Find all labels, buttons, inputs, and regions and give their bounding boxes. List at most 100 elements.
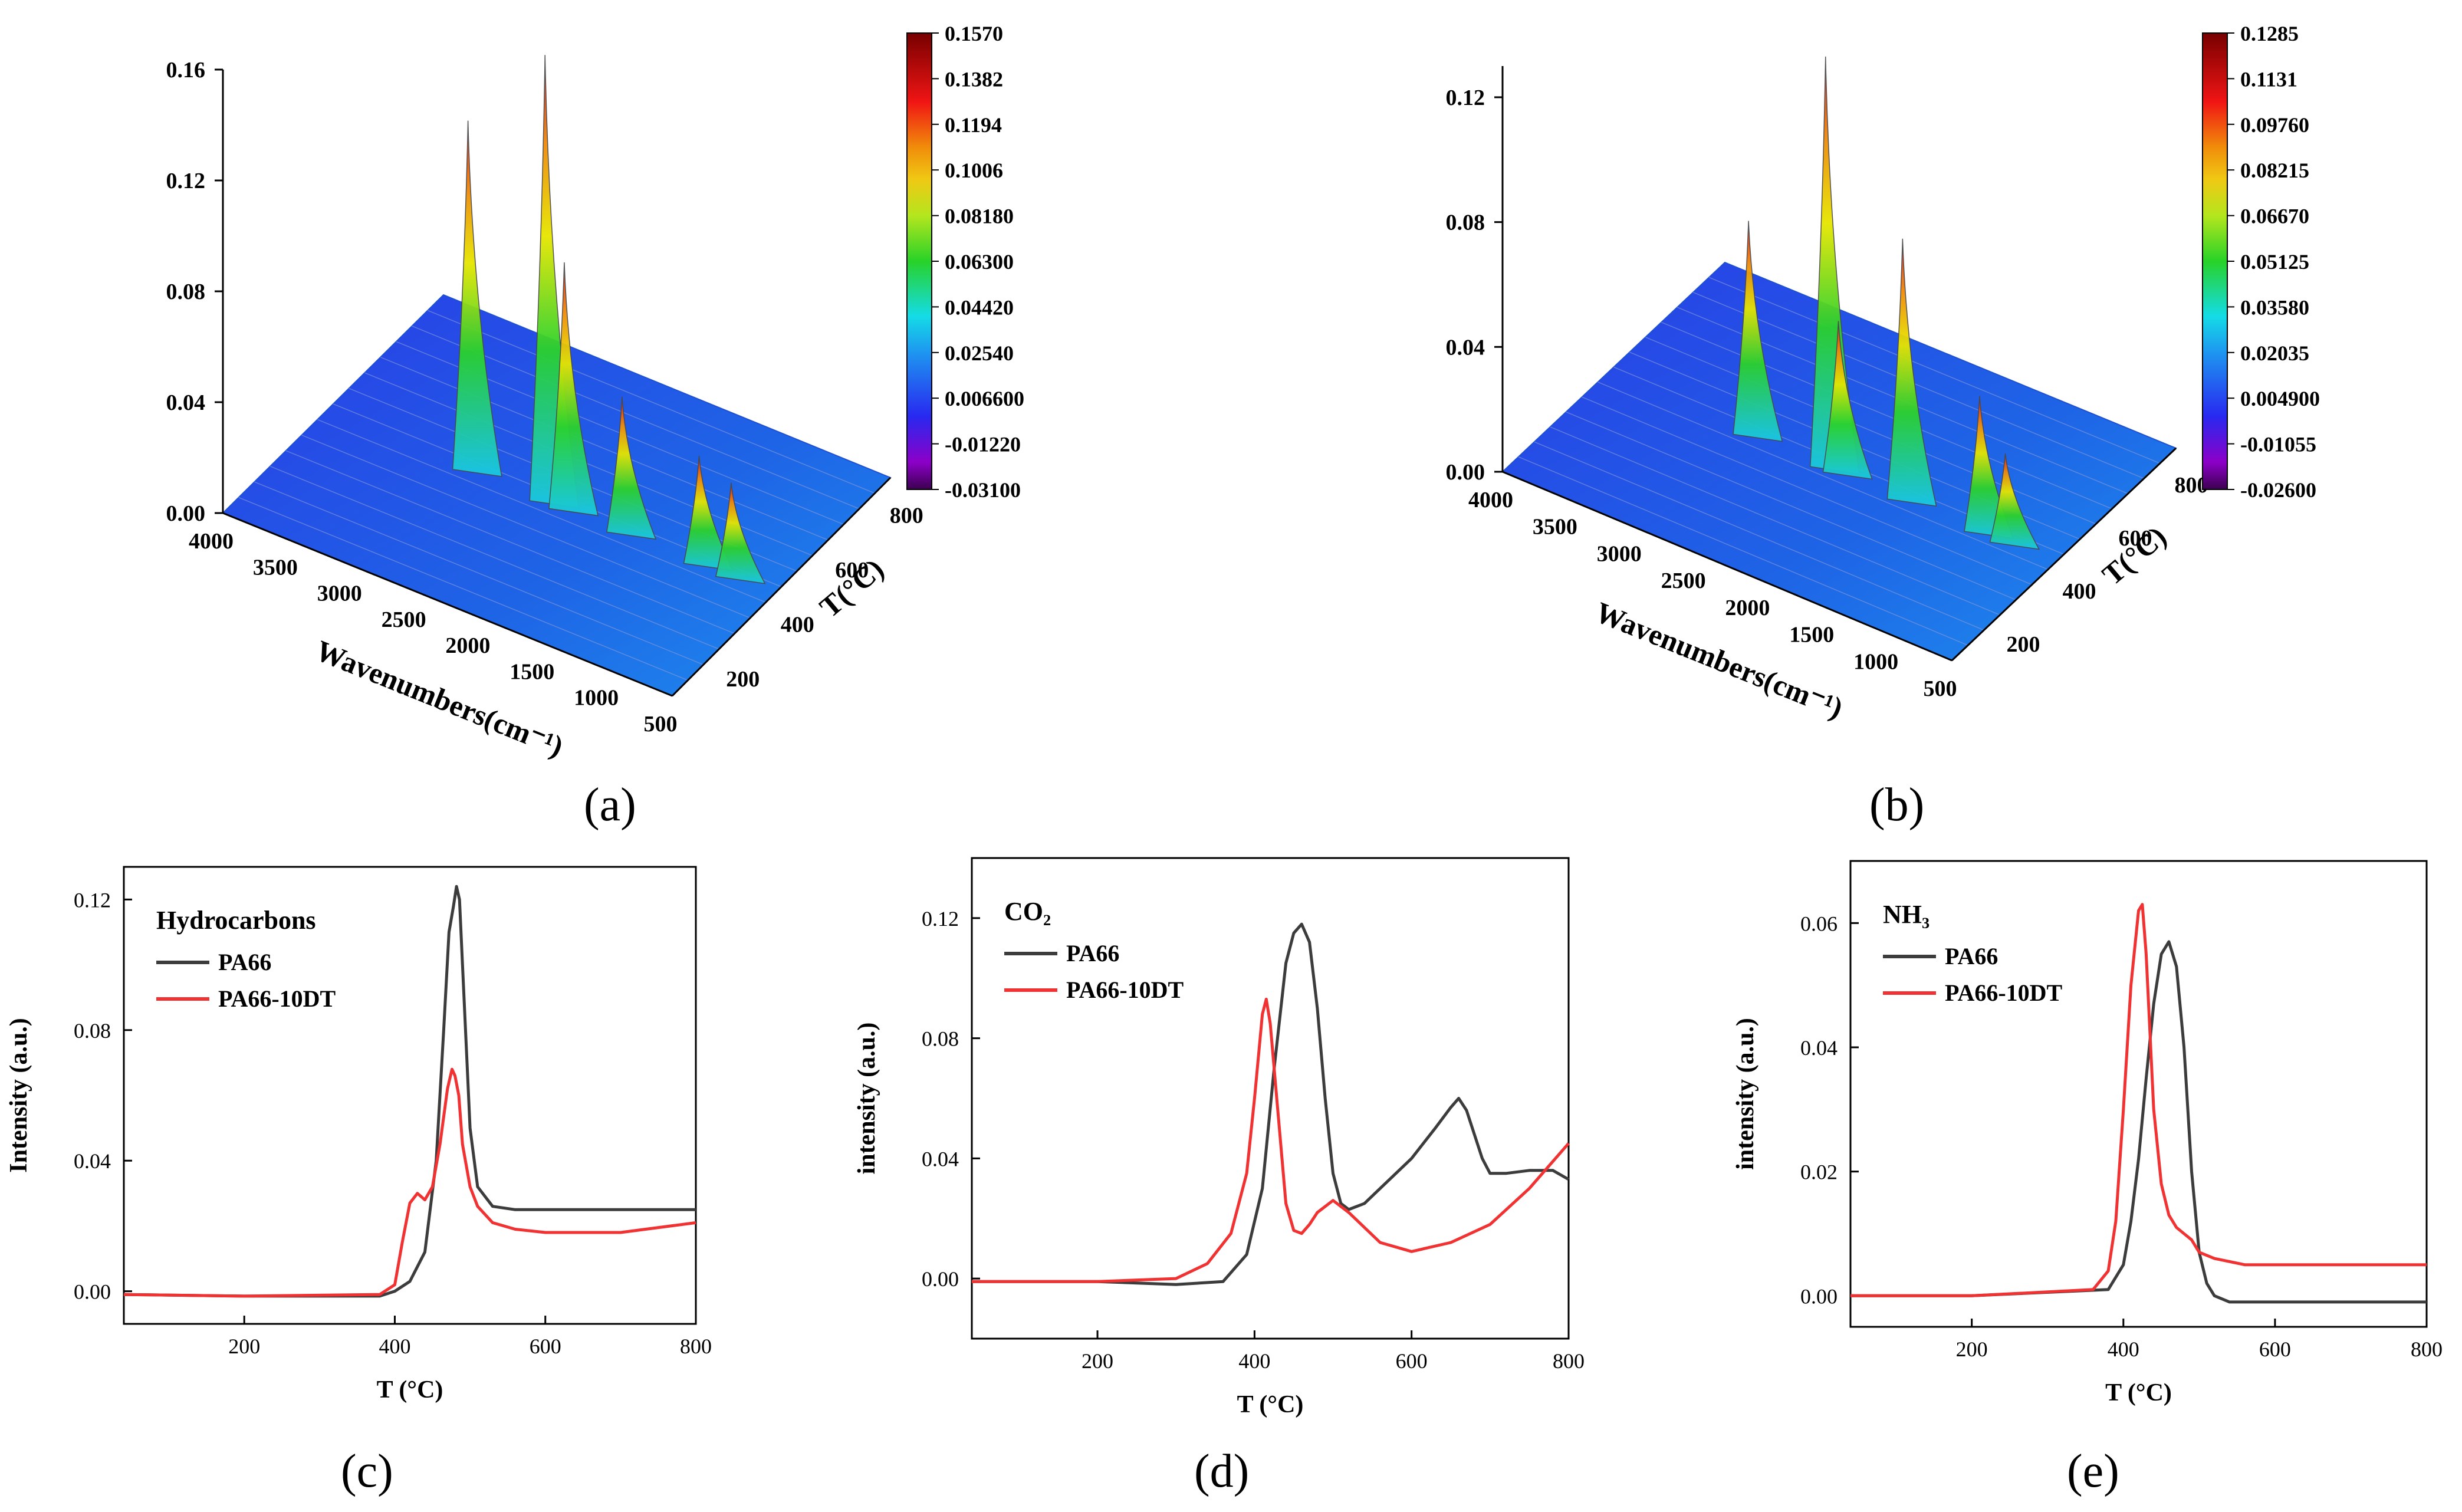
- z-tick-label: 0.08: [1446, 211, 1485, 235]
- surface-plots-layer: 0.000.040.080.120.1640003500300025002000…: [166, 22, 2320, 763]
- mesh-line: [1566, 411, 2016, 600]
- wavenumber-tick-label: 500: [644, 712, 678, 737]
- x-tick-label: 600: [2259, 1337, 2291, 1361]
- mesh-line: [301, 435, 751, 619]
- x-tick-label: 200: [1082, 1349, 1113, 1373]
- y-tick-label: 0.08: [74, 1019, 111, 1043]
- colorbar-tick-label: -0.01055: [2240, 433, 2316, 456]
- temperature-tick-label: 200: [2007, 632, 2040, 657]
- panel-label-e: (e): [2067, 1445, 2119, 1497]
- wavenumber-axis: [222, 512, 673, 697]
- spectral-peak: [548, 262, 599, 517]
- colorbar-tick-label: 0.1382: [945, 67, 1003, 91]
- colorbar-tick-label: 0.03580: [2240, 295, 2309, 319]
- legend-label-pa66-10dt: PA66-10DT: [1066, 977, 1184, 1003]
- wavenumber-tick-label: 4000: [189, 529, 234, 554]
- temperature-tick-label: 400: [781, 612, 814, 637]
- series-line-pa66-10dt: [123, 1067, 696, 1298]
- colorbar-tick-label: 0.08215: [2240, 159, 2309, 182]
- temperature-axis: [1951, 447, 2177, 662]
- line-plots-layer: 200 400 600 800 0.00 0.04 0.08 0.12 T (°C) Intens…: [5, 857, 2443, 1418]
- x-tick-label: 200: [228, 1334, 260, 1358]
- wavenumber-tick-label: 2000: [445, 633, 490, 658]
- colorbar-tick-label: -0.03100: [945, 478, 1021, 502]
- colorbar-tick-label: 0.1570: [945, 22, 1003, 45]
- x-tick-label: 800: [1553, 1349, 1585, 1373]
- legend-label-pa66-10dt: PA66-10DT: [1945, 979, 2063, 1006]
- wavenumber-axis-label: Wavenumbers(cm⁻¹): [311, 634, 568, 763]
- colorbar-tick-label: 0.08180: [945, 205, 1014, 228]
- temperature-tick-label: 200: [726, 667, 760, 692]
- colorbar-tick-label: 0.02540: [945, 341, 1014, 365]
- spectral-peak: [1989, 453, 2040, 550]
- z-tick-label: 0.00: [166, 501, 206, 526]
- series-line-pa66: [123, 885, 696, 1298]
- plot-frame: [123, 866, 697, 1325]
- temperature-tick-label: 800: [890, 503, 923, 528]
- z-tick-label: 0.04: [166, 390, 206, 415]
- legend-label-pa66: PA66: [1066, 940, 1119, 967]
- colorbar-tick-label: 0.1006: [945, 159, 1003, 182]
- panel-label-a: (a): [584, 779, 636, 831]
- chart-annotation: Hydrocarbons: [156, 906, 316, 935]
- x-tick-label: 800: [2411, 1337, 2443, 1361]
- wavenumber-tick-label: 3500: [1533, 515, 1577, 540]
- spectral-peak: [1733, 221, 1783, 442]
- panel-label-d: (d): [1194, 1445, 1250, 1497]
- y-tick-label: 0.04: [1800, 1036, 1838, 1060]
- colorbar-tick-label: -0.02600: [2240, 478, 2316, 502]
- mesh-line: [428, 310, 875, 494]
- legend-label-pa66: PA66: [218, 949, 271, 975]
- wavenumber-tick-label: 2000: [1725, 596, 1770, 620]
- plot-frame: [1849, 860, 2428, 1328]
- wavenumber-tick-label: 1500: [1789, 623, 1834, 647]
- mesh-line: [1661, 321, 2112, 510]
- colorbar-tick-label: 0.004900: [2240, 387, 2320, 410]
- wavenumber-tick-label: 3000: [1597, 541, 1642, 566]
- line-chart-e: 200 400 600 800 0.00 0.02 0.04 0.06 T (°C) intens…: [1732, 860, 2443, 1406]
- mesh-line: [1534, 441, 1984, 631]
- wavenumber-tick-label: 3500: [253, 555, 298, 580]
- colorbar-tick-label: 0.1285: [2240, 22, 2299, 45]
- x-tick-label: 600: [1396, 1349, 1428, 1373]
- mesh-line: [1708, 277, 2161, 464]
- z-tick-label: 0.00: [1446, 460, 1485, 485]
- mesh-line: [380, 357, 829, 541]
- colorbar-tick-label: 0.09760: [2240, 113, 2309, 137]
- mesh-line: [1597, 382, 2049, 570]
- colorbar: [2202, 32, 2228, 490]
- colorbar-tick-label: -0.01220: [945, 433, 1021, 456]
- colorbar: [906, 32, 932, 490]
- spectral-peak: [1809, 56, 1860, 475]
- line-chart-c: 200 400 600 800 0.00 0.04 0.08 0.12 T (°C) Intens…: [5, 866, 712, 1403]
- x-tick-label: 200: [1956, 1337, 1988, 1361]
- z-tick-label: 0.12: [1446, 86, 1485, 110]
- y-tick-label: 0.04: [74, 1149, 111, 1173]
- legend-label-pa66-10dt: PA66-10DT: [218, 985, 336, 1012]
- y-axis-label: Intensity (a.u.): [5, 1018, 32, 1173]
- spectral-peak: [606, 396, 657, 540]
- temperature-tick-label: 600: [2119, 526, 2152, 551]
- wavenumber-axis: [1502, 471, 1952, 662]
- surface-chart-a: 0.000.040.080.120.1640003500300025002000…: [166, 22, 1025, 763]
- chart-annotation: NH₃: [1883, 900, 1930, 929]
- spectral-peak: [715, 482, 766, 584]
- x-tick-label: 600: [530, 1334, 561, 1358]
- z-tick-label: 0.04: [1446, 335, 1485, 360]
- panel-label-c: (c): [341, 1445, 393, 1497]
- x-tick-label: 400: [379, 1334, 410, 1358]
- mesh-line: [1692, 292, 2145, 479]
- mesh-line: [254, 481, 704, 665]
- z-tick-label: 0.16: [166, 58, 206, 83]
- wavenumber-tick-label: 4000: [1468, 488, 1513, 512]
- y-axis-label: intensity (a.u.): [853, 1023, 880, 1175]
- colorbar-tick-label: 0.1131: [2240, 67, 2297, 91]
- mesh-line: [269, 466, 719, 650]
- wavenumber-axis-label: Wavenumbers(cm⁻¹): [1591, 596, 1848, 725]
- colorbar-tick-label: 0.05125: [2240, 250, 2309, 274]
- spectral-peak: [1822, 321, 1873, 480]
- y-tick-label: 0.00: [74, 1280, 111, 1304]
- y-tick-label: 0.08: [922, 1027, 959, 1051]
- wavenumber-tick-label: 2500: [1661, 568, 1706, 593]
